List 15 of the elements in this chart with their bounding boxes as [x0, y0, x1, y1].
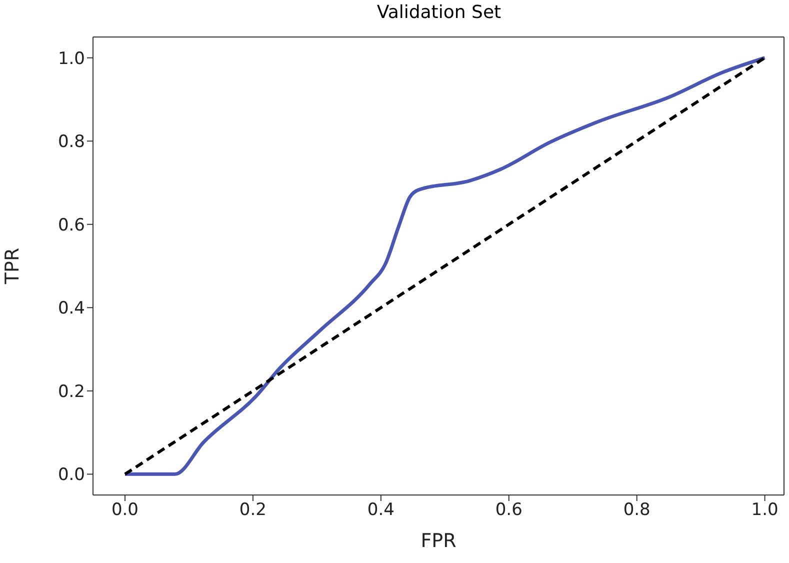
y-axis-title: TPR	[2, 248, 24, 286]
y-tick-label: 0.8	[58, 132, 85, 152]
x-tick-label: 0.8	[623, 500, 650, 520]
x-tick-label: 0.0	[111, 500, 139, 520]
y-tick-label: 0.6	[58, 215, 85, 236]
x-tick-label: 0.6	[495, 500, 522, 520]
x-tick-label: 0.4	[367, 500, 394, 520]
x-tick-label: 1.0	[751, 500, 778, 520]
x-tick-label: 0.2	[239, 500, 266, 520]
y-tick-label: 0.2	[58, 382, 85, 402]
y-tick-label: 0.4	[58, 298, 85, 319]
chart-title: Validation Set	[376, 2, 502, 23]
y-tick-label: 1.0	[58, 48, 85, 69]
x-axis-title: FPR	[420, 530, 456, 552]
y-tick-label: 0.0	[58, 465, 85, 486]
